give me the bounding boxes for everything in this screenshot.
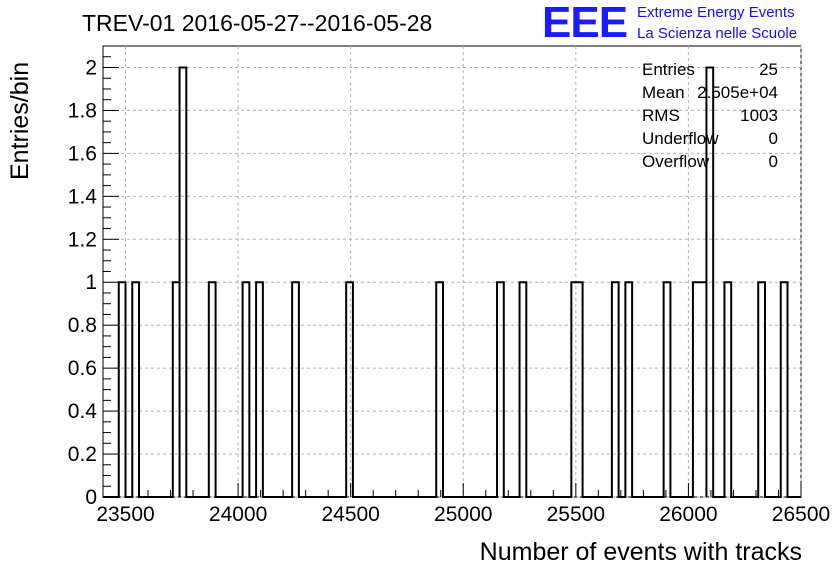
stat-label: RMS <box>642 106 680 125</box>
histogram-bin <box>209 282 216 497</box>
stat-label: Overflow <box>642 152 710 171</box>
logo-text-line1: Extreme Energy Events <box>637 4 795 21</box>
histogram-bin <box>664 282 671 497</box>
x-tick-label: 26000 <box>659 503 717 526</box>
histogram-bin <box>119 282 126 497</box>
stat-row-rms: RMS 1003 <box>640 106 780 129</box>
histogram-bin <box>436 282 443 497</box>
histogram-bin <box>724 282 731 497</box>
histogram-bin <box>758 282 765 497</box>
histogram-bin <box>625 282 632 497</box>
histogram-bin <box>497 282 504 497</box>
x-tick-label: 24000 <box>209 503 267 526</box>
y-tick-label: 1 <box>85 271 97 294</box>
histogram-bin <box>243 282 250 497</box>
grid <box>103 46 802 498</box>
histogram-bin <box>346 282 353 497</box>
y-tick-label: 0 <box>85 486 97 509</box>
y-tick-label: 0.2 <box>68 443 97 466</box>
x-tick-label: 23500 <box>96 503 154 526</box>
histogram-bin <box>781 282 788 497</box>
histogram-bin <box>612 282 619 497</box>
histogram-bin <box>693 282 707 497</box>
stat-value: 0 <box>768 129 778 148</box>
stat-label: Underflow <box>642 129 719 148</box>
stats-box: Entries 25 Mean 2.505e+04 RMS 1003 Under… <box>640 60 780 175</box>
y-tick-label: 1.4 <box>68 185 98 208</box>
y-axis-label: Entries/bin <box>6 61 34 180</box>
stat-row-mean: Mean 2.505e+04 <box>640 83 780 106</box>
y-tick-label: 1.2 <box>68 228 97 251</box>
x-tick-label: 25000 <box>434 503 492 526</box>
y-tick-label: 0.8 <box>68 314 97 337</box>
stat-value: 1003 <box>740 106 778 125</box>
histogram-bin <box>571 282 582 497</box>
axis-tick-labels: 23500 24000 24500 25000 25500 26000 26500 0 0.2 0… <box>68 56 830 526</box>
histogram-bin <box>132 282 139 497</box>
eee-logo: EEE Extreme Energy Events La Scienza nel… <box>542 0 832 47</box>
axis-ticks <box>102 56 802 498</box>
stat-label: Entries <box>642 60 695 79</box>
y-tick-label: 1.8 <box>68 99 97 122</box>
histogram-bin <box>292 282 299 497</box>
stat-row-underflow: Underflow 0 <box>640 129 780 152</box>
histogram-bin <box>173 282 180 497</box>
histogram-outline <box>103 66 801 498</box>
histogram-bin <box>256 282 263 497</box>
stat-value: 25 <box>759 60 778 79</box>
logo-text-line2: La Scienza nelle Scuole <box>637 25 798 42</box>
x-axis-label: Number of events with tracks <box>479 538 802 566</box>
histogram-bin <box>520 282 527 497</box>
y-tick-label: 0.6 <box>68 357 97 380</box>
y-tick-label: 2 <box>85 56 97 79</box>
chart-title: TREV-01 2016-05-27--2016-05-28 <box>82 10 433 36</box>
x-tick-label: 25500 <box>547 503 605 526</box>
y-tick-label: 1.6 <box>68 142 97 165</box>
x-tick-label: 24500 <box>321 503 379 526</box>
stat-value: 2.505e+04 <box>697 83 778 102</box>
x-tick-label: 26500 <box>772 503 830 526</box>
stat-value: 0 <box>768 152 778 171</box>
stat-label: Mean <box>642 83 685 102</box>
y-tick-label: 0.4 <box>68 400 98 423</box>
eee-logo-mark: EEE <box>542 0 628 47</box>
stat-row-overflow: Overflow 0 <box>640 152 780 175</box>
stat-row-entries: Entries 25 <box>640 60 780 83</box>
